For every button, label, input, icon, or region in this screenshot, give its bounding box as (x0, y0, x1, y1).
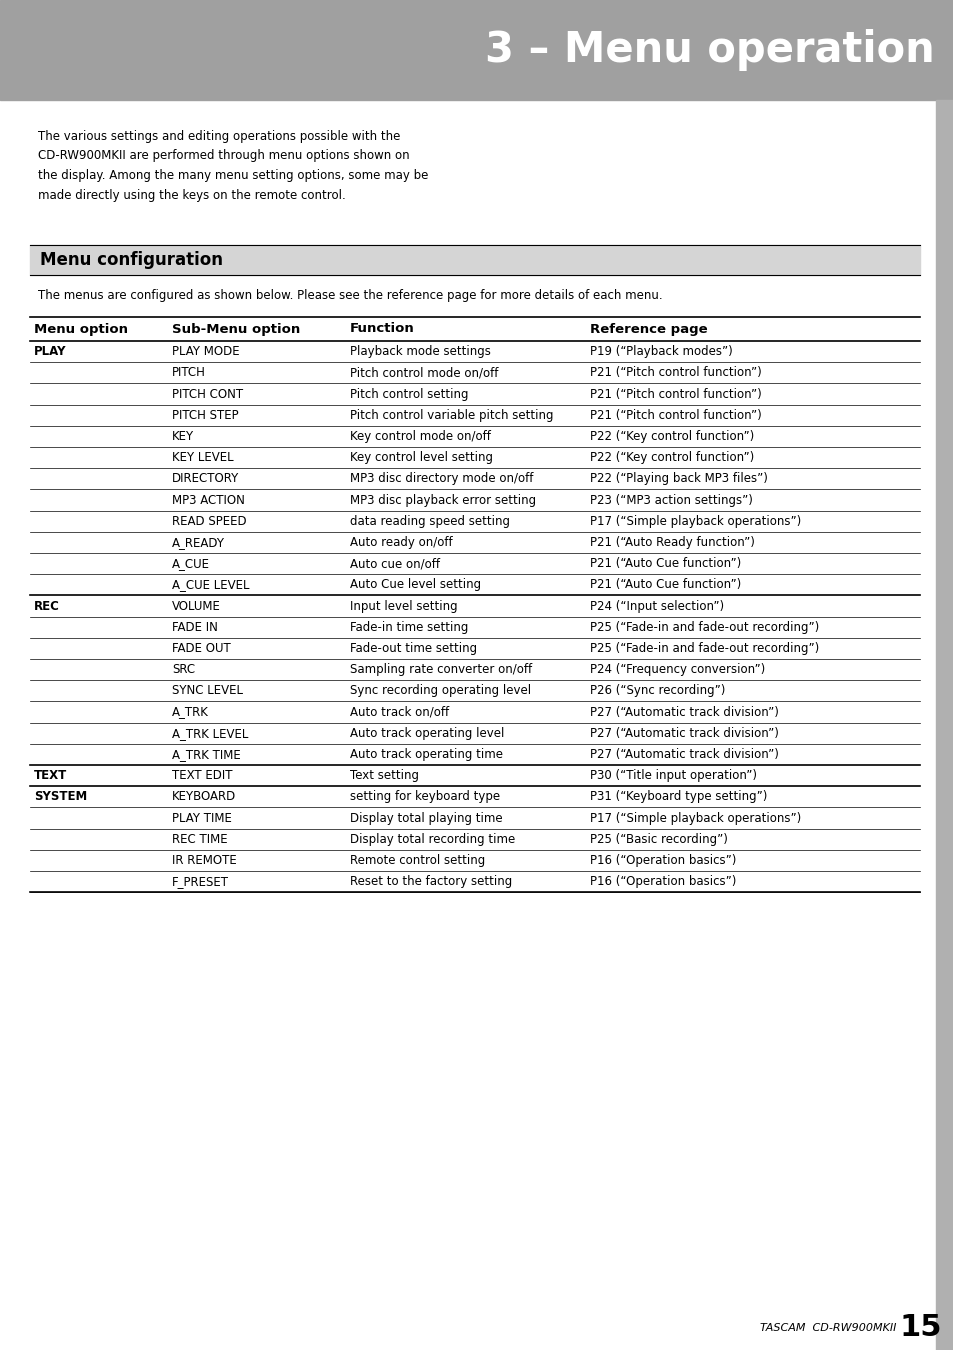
Text: Sync recording operating level: Sync recording operating level (350, 684, 531, 698)
Text: FADE IN: FADE IN (172, 621, 217, 633)
Text: P24 (“Input selection”): P24 (“Input selection”) (590, 599, 723, 613)
Text: Display total recording time: Display total recording time (350, 833, 515, 845)
Text: P16 (“Operation basics”): P16 (“Operation basics”) (590, 875, 736, 888)
Text: Menu option: Menu option (34, 323, 128, 336)
Text: P22 (“Key control function”): P22 (“Key control function”) (590, 429, 754, 443)
Text: TEXT: TEXT (34, 769, 67, 782)
Text: P22 (“Key control function”): P22 (“Key control function”) (590, 451, 754, 464)
Text: Playback mode settings: Playback mode settings (350, 346, 490, 358)
Text: Function: Function (350, 323, 415, 336)
Text: MP3 disc directory mode on/off: MP3 disc directory mode on/off (350, 472, 533, 485)
Text: A_TRK LEVEL: A_TRK LEVEL (172, 726, 248, 740)
Text: data reading speed setting: data reading speed setting (350, 514, 510, 528)
Text: A_TRK TIME: A_TRK TIME (172, 748, 240, 761)
Text: P27 (“Automatic track division”): P27 (“Automatic track division”) (590, 706, 779, 718)
Text: VOLUME: VOLUME (172, 599, 220, 613)
Text: PITCH STEP: PITCH STEP (172, 409, 238, 421)
Text: The various settings and editing operations possible with the
CD-RW900MKII are p: The various settings and editing operati… (38, 130, 428, 201)
Text: SYSTEM: SYSTEM (34, 790, 87, 803)
Text: P31 (“Keyboard type setting”): P31 (“Keyboard type setting”) (590, 790, 767, 803)
Text: Input level setting: Input level setting (350, 599, 457, 613)
Text: REC: REC (34, 599, 60, 613)
Text: P21 (“Auto Cue function”): P21 (“Auto Cue function”) (590, 558, 740, 570)
Text: A_CUE: A_CUE (172, 558, 210, 570)
Text: KEY: KEY (172, 429, 193, 443)
Text: P21 (“Auto Ready function”): P21 (“Auto Ready function”) (590, 536, 755, 549)
Text: P17 (“Simple playback operations”): P17 (“Simple playback operations”) (590, 514, 801, 528)
Text: Auto track on/off: Auto track on/off (350, 706, 449, 718)
Text: Reset to the factory setting: Reset to the factory setting (350, 875, 512, 888)
Text: P26 (“Sync recording”): P26 (“Sync recording”) (590, 684, 725, 698)
Text: Display total playing time: Display total playing time (350, 811, 502, 825)
Text: P30 (“Title input operation”): P30 (“Title input operation”) (590, 769, 757, 782)
Text: P23 (“MP3 action settings”): P23 (“MP3 action settings”) (590, 494, 752, 506)
Text: MP3 disc playback error setting: MP3 disc playback error setting (350, 494, 536, 506)
Text: Fade-out time setting: Fade-out time setting (350, 641, 476, 655)
Text: Auto cue on/off: Auto cue on/off (350, 558, 439, 570)
Text: P21 (“Auto Cue function”): P21 (“Auto Cue function”) (590, 578, 740, 591)
Text: P21 (“Pitch control function”): P21 (“Pitch control function”) (590, 387, 761, 401)
Bar (30, 244, 919, 275)
Text: IR REMOTE: IR REMOTE (172, 855, 236, 867)
Text: MP3 ACTION: MP3 ACTION (172, 494, 245, 506)
Text: P19 (“Playback modes”): P19 (“Playback modes”) (590, 346, 732, 358)
Text: KEYBOARD: KEYBOARD (172, 790, 236, 803)
Text: P17 (“Simple playback operations”): P17 (“Simple playback operations”) (590, 811, 801, 825)
Text: Pitch control mode on/off: Pitch control mode on/off (350, 366, 497, 379)
Bar (935, 100, 953, 1350)
Text: TEXT EDIT: TEXT EDIT (172, 769, 233, 782)
Text: A_CUE LEVEL: A_CUE LEVEL (172, 578, 249, 591)
Text: Menu configuration: Menu configuration (40, 251, 223, 269)
Text: Reference page: Reference page (590, 323, 707, 336)
Text: Remote control setting: Remote control setting (350, 855, 485, 867)
Text: PLAY: PLAY (34, 346, 67, 358)
Text: setting for keyboard type: setting for keyboard type (350, 790, 499, 803)
Text: FADE OUT: FADE OUT (172, 641, 231, 655)
Text: Fade-in time setting: Fade-in time setting (350, 621, 468, 633)
Text: Auto track operating level: Auto track operating level (350, 726, 504, 740)
Text: 15: 15 (899, 1314, 942, 1342)
Text: P25 (“Fade-in and fade-out recording”): P25 (“Fade-in and fade-out recording”) (590, 621, 819, 633)
Text: REC TIME: REC TIME (172, 833, 228, 845)
Text: PLAY TIME: PLAY TIME (172, 811, 232, 825)
Text: PITCH: PITCH (172, 366, 206, 379)
Text: A_TRK: A_TRK (172, 706, 209, 718)
Text: TASCAM  CD-RW900MKII: TASCAM CD-RW900MKII (760, 1323, 896, 1332)
Text: Auto track operating time: Auto track operating time (350, 748, 502, 761)
Text: Pitch control variable pitch setting: Pitch control variable pitch setting (350, 409, 553, 421)
Text: P24 (“Frequency conversion”): P24 (“Frequency conversion”) (590, 663, 764, 676)
Text: Text setting: Text setting (350, 769, 418, 782)
Text: Pitch control setting: Pitch control setting (350, 387, 468, 401)
Text: Sampling rate converter on/off: Sampling rate converter on/off (350, 663, 532, 676)
Bar (0, 0, 953, 100)
Text: PITCH CONT: PITCH CONT (172, 387, 243, 401)
Text: Sub-Menu option: Sub-Menu option (172, 323, 300, 336)
Text: Key control mode on/off: Key control mode on/off (350, 429, 490, 443)
Text: P25 (“Basic recording”): P25 (“Basic recording”) (590, 833, 727, 845)
Text: PLAY MODE: PLAY MODE (172, 346, 239, 358)
Text: The menus are configured as shown below. Please see the reference page for more : The menus are configured as shown below.… (38, 289, 662, 302)
Text: P21 (“Pitch control function”): P21 (“Pitch control function”) (590, 366, 761, 379)
Text: SRC: SRC (172, 663, 194, 676)
Text: F_PRESET: F_PRESET (172, 875, 229, 888)
Text: Auto Cue level setting: Auto Cue level setting (350, 578, 480, 591)
Text: 3 – Menu operation: 3 – Menu operation (485, 28, 934, 72)
Text: DIRECTORY: DIRECTORY (172, 472, 239, 485)
Text: P27 (“Automatic track division”): P27 (“Automatic track division”) (590, 748, 779, 761)
Text: Key control level setting: Key control level setting (350, 451, 493, 464)
Text: P21 (“Pitch control function”): P21 (“Pitch control function”) (590, 409, 761, 421)
Text: Auto ready on/off: Auto ready on/off (350, 536, 452, 549)
Text: A_READY: A_READY (172, 536, 225, 549)
Text: KEY LEVEL: KEY LEVEL (172, 451, 233, 464)
Text: P27 (“Automatic track division”): P27 (“Automatic track division”) (590, 726, 779, 740)
Text: P22 (“Playing back MP3 files”): P22 (“Playing back MP3 files”) (590, 472, 767, 485)
Text: READ SPEED: READ SPEED (172, 514, 246, 528)
Text: P25 (“Fade-in and fade-out recording”): P25 (“Fade-in and fade-out recording”) (590, 641, 819, 655)
Text: P16 (“Operation basics”): P16 (“Operation basics”) (590, 855, 736, 867)
Text: SYNC LEVEL: SYNC LEVEL (172, 684, 243, 698)
